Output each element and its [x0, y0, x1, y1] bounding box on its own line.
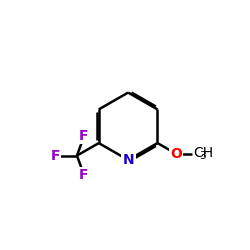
Text: 3: 3: [200, 151, 206, 161]
Text: F: F: [79, 168, 88, 182]
Text: N: N: [122, 153, 134, 167]
Text: F: F: [79, 129, 88, 143]
Text: F: F: [50, 148, 60, 162]
Text: O: O: [170, 147, 182, 161]
Text: CH: CH: [193, 146, 213, 160]
